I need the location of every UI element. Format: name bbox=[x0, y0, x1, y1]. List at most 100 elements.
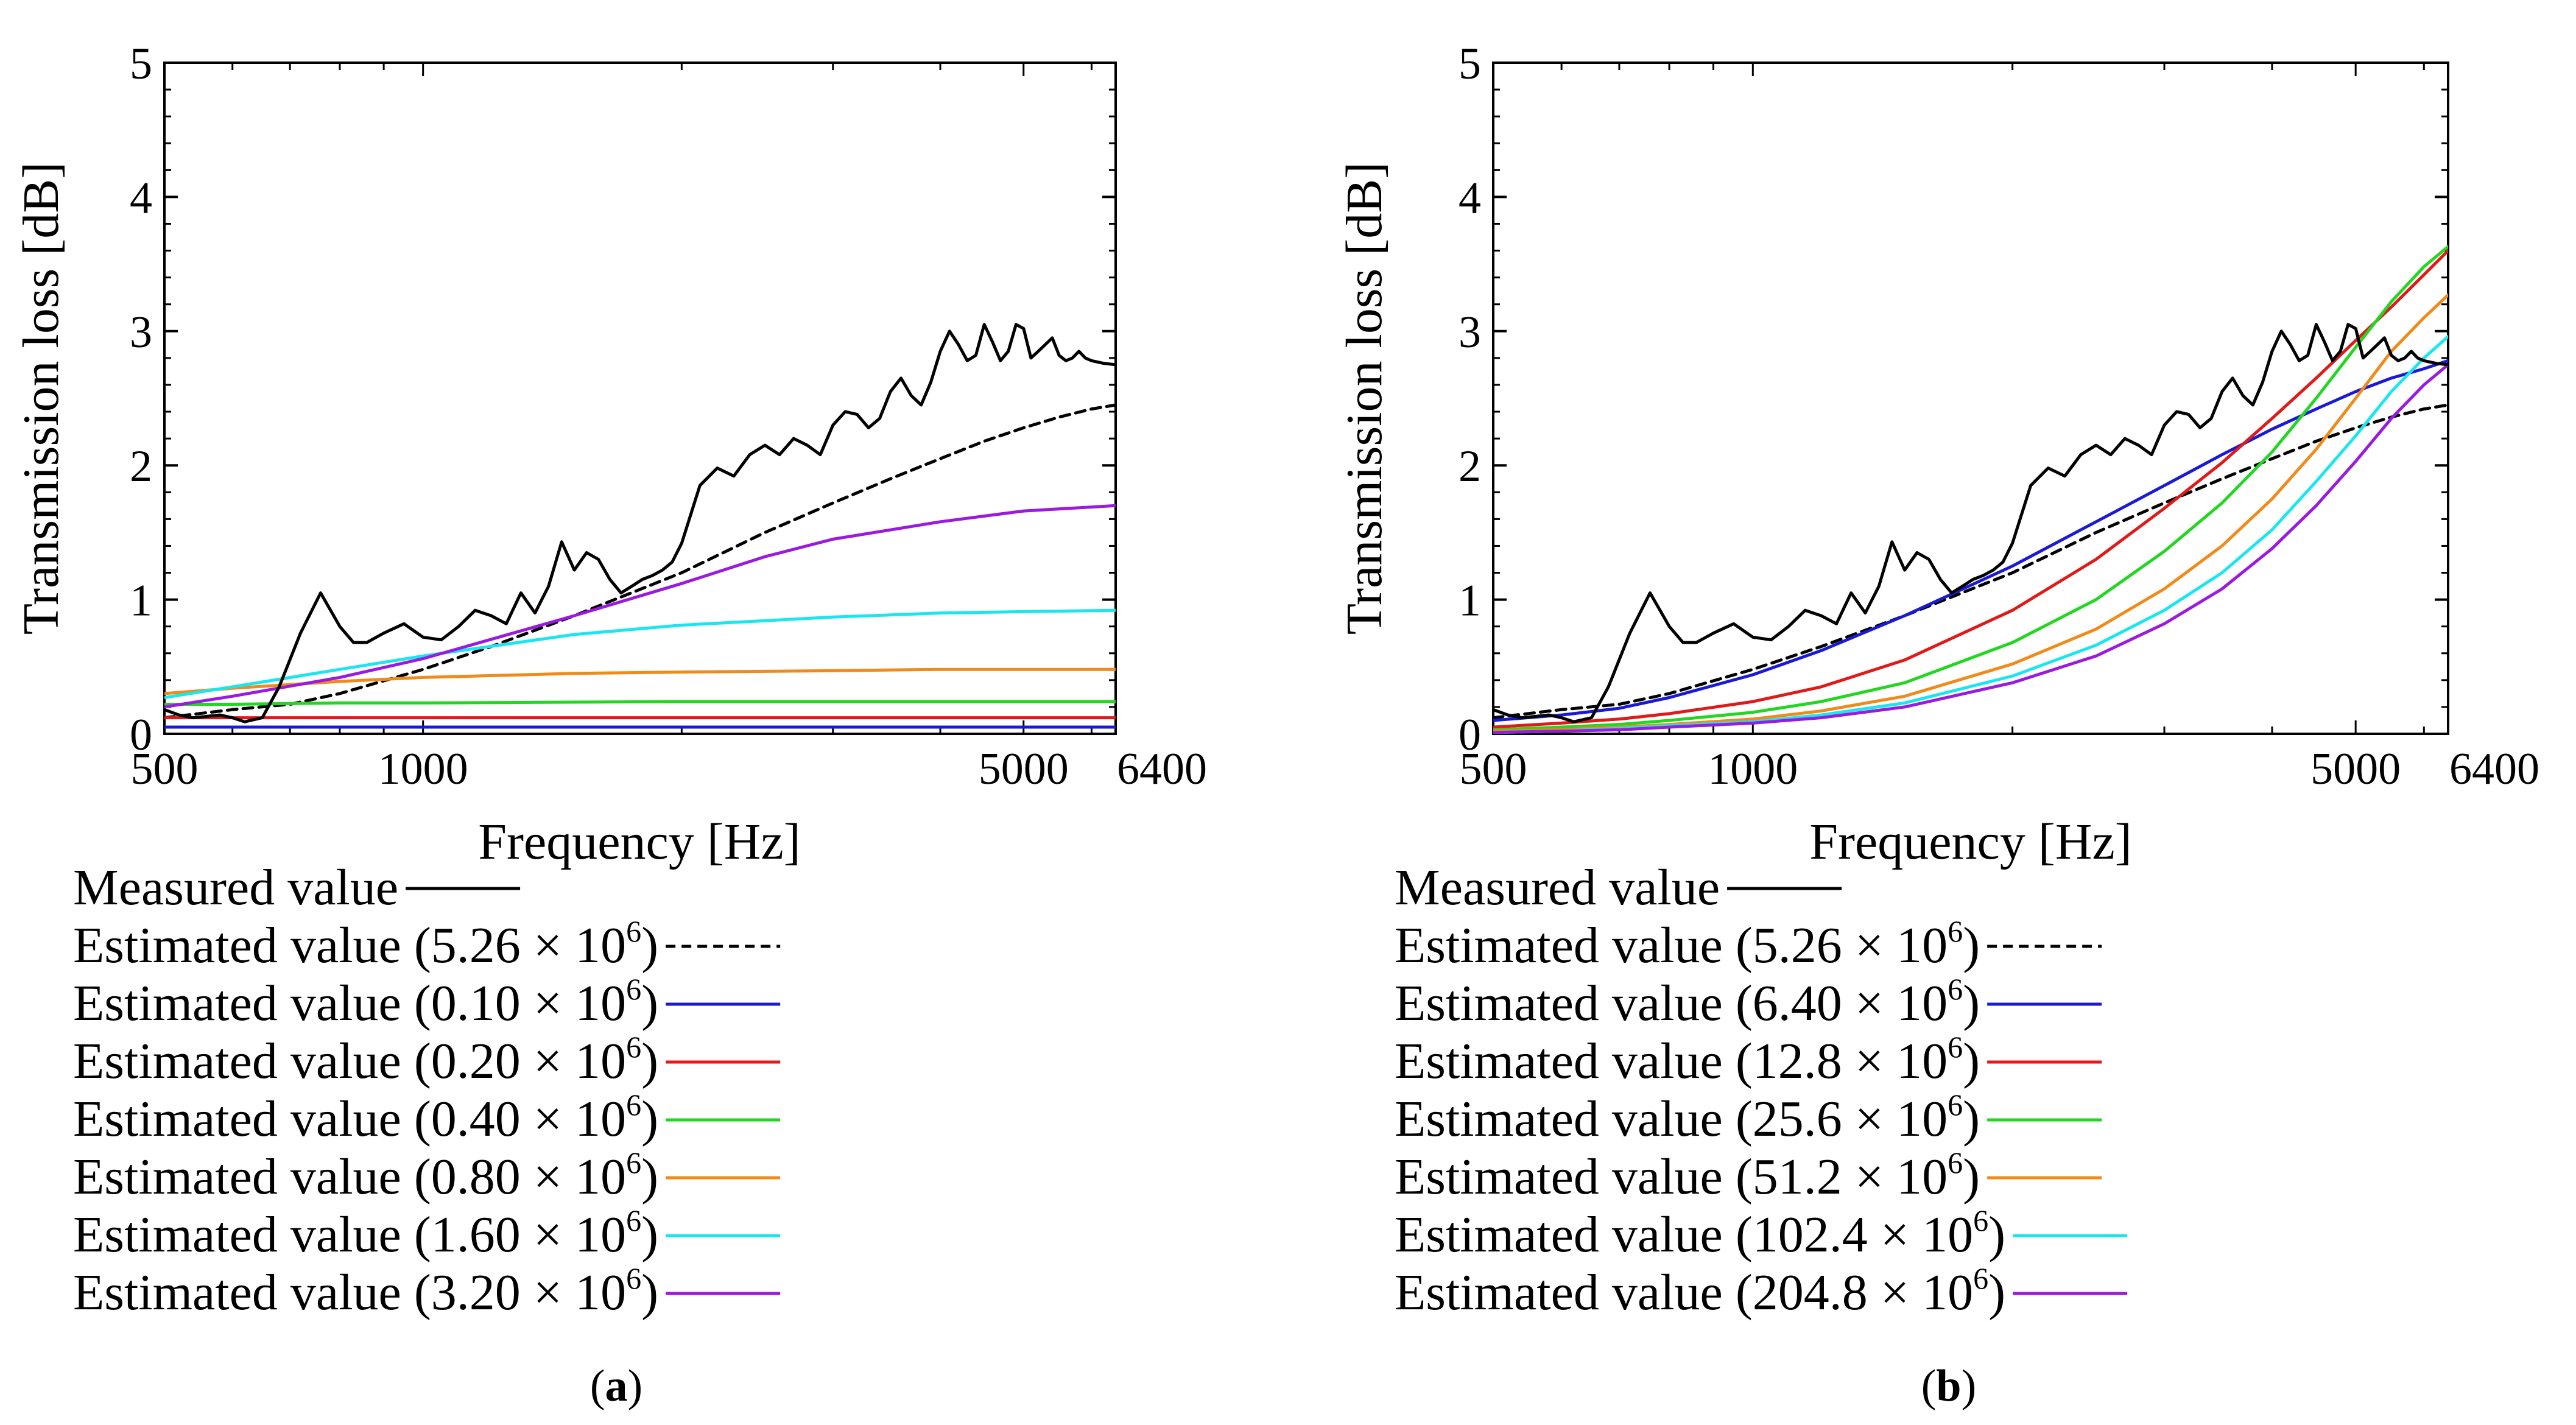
series-line-0.40 bbox=[164, 700, 1116, 706]
legend-coefficient: 5.26 bbox=[1753, 917, 1842, 974]
plot-frame bbox=[163, 62, 1117, 735]
y-tick-label: 2 bbox=[1459, 442, 1481, 491]
legend-prefix: Estimated value ( bbox=[73, 975, 431, 1032]
legend-close: ) bbox=[1963, 975, 1980, 1032]
series-line-51.2 bbox=[1493, 293, 2448, 733]
legend-prefix: Estimated value ( bbox=[1395, 1264, 1753, 1321]
legend-close: ) bbox=[1963, 1091, 1980, 1147]
series-line-12.8 bbox=[1493, 249, 2448, 729]
caption-open: ( bbox=[1921, 1361, 1937, 1411]
legend-close: ) bbox=[641, 1149, 658, 1205]
plot-area bbox=[164, 323, 1116, 729]
legend-label: Estimated value (51.2 × 106) bbox=[1395, 1145, 1980, 1205]
series-line-0.80 bbox=[164, 667, 1116, 695]
legend-times: × 10 bbox=[1842, 1033, 1948, 1089]
legend-times: × 10 bbox=[1842, 1149, 1948, 1205]
y-tick-label: 0 bbox=[1459, 710, 1481, 760]
legend-close: ) bbox=[641, 917, 658, 974]
y-tick-label: 3 bbox=[130, 308, 152, 357]
legend-times: × 10 bbox=[521, 1206, 626, 1263]
legend-exponent: 6 bbox=[626, 1203, 641, 1237]
legend-exponent: 6 bbox=[626, 1145, 641, 1180]
legend-exponent: 6 bbox=[1948, 1030, 1963, 1064]
legend-prefix: Estimated value ( bbox=[1395, 1149, 1753, 1205]
series-line-5.26 bbox=[1493, 403, 2448, 720]
x-tick-label: 6400 bbox=[2449, 744, 2539, 794]
legend-exponent: 6 bbox=[1948, 1145, 1963, 1180]
panel-caption: (a) bbox=[590, 1361, 642, 1411]
legend-exponent: 6 bbox=[1948, 914, 1963, 948]
legend-exponent: 6 bbox=[1973, 1261, 1988, 1295]
series-line-1.60 bbox=[164, 608, 1116, 699]
legend-coefficient: 204.8 bbox=[1753, 1264, 1868, 1321]
legend-times: × 10 bbox=[521, 1033, 626, 1089]
legend-prefix: Estimated value ( bbox=[73, 917, 431, 974]
legend-label: Estimated value (12.8 × 106) bbox=[1395, 1030, 1980, 1089]
x-tick-label: 500 bbox=[131, 744, 199, 794]
x-tick-label: 1000 bbox=[1708, 744, 1798, 794]
legend-label: Estimated value (0.10 × 106) bbox=[73, 972, 658, 1032]
legend-label: Estimated value (25.6 × 106) bbox=[1395, 1088, 1980, 1147]
panel-caption: (b) bbox=[1921, 1361, 1976, 1411]
y-axis-label: Transmission loss [dB] bbox=[1336, 162, 1393, 635]
legend-exponent: 6 bbox=[1973, 1203, 1988, 1237]
legend-close: ) bbox=[1988, 1264, 2005, 1321]
measured-line bbox=[1493, 323, 2448, 723]
legend-times: × 10 bbox=[521, 1091, 626, 1147]
y-tick-label: 4 bbox=[1459, 173, 1481, 223]
legend-coefficient: 102.4 bbox=[1753, 1206, 1868, 1263]
caption-open: ( bbox=[590, 1361, 605, 1411]
y-tick-label: 5 bbox=[130, 39, 152, 89]
legend-coefficient: 3.20 bbox=[431, 1264, 521, 1321]
legend-coefficient: 0.80 bbox=[431, 1149, 521, 1205]
panel-b: 0 1 2 3 4 5 500 1000 5000 6400 Frequency [Hz] Trans… bbox=[1336, 39, 2539, 1411]
legend-coefficient: 0.20 bbox=[431, 1033, 521, 1089]
plot-frame bbox=[1492, 62, 2449, 735]
x-tick-label: 6400 bbox=[1117, 744, 1207, 794]
legend-close: ) bbox=[1963, 917, 1980, 974]
legend-label: Estimated value (0.80 × 106) bbox=[73, 1145, 658, 1205]
legend-close: ) bbox=[1988, 1206, 2005, 1263]
legend-coefficient: 6.40 bbox=[1753, 975, 1842, 1032]
legend-prefix: Estimated value ( bbox=[73, 1206, 431, 1263]
legend-coefficient: 5.26 bbox=[431, 917, 521, 974]
legend-times: × 10 bbox=[521, 975, 626, 1032]
legend-label: Estimated value (5.26 × 106) bbox=[1395, 914, 1980, 974]
legend-exponent: 6 bbox=[626, 1088, 641, 1122]
caption-letter: a bbox=[605, 1361, 628, 1411]
legend-exponent: 6 bbox=[626, 914, 641, 948]
series-line-102.4 bbox=[1493, 335, 2448, 734]
legend-label-measured: Measured value bbox=[73, 859, 398, 916]
legend-coefficient: 1.60 bbox=[431, 1206, 521, 1263]
legend-prefix: Estimated value ( bbox=[1395, 917, 1753, 974]
legend-times: × 10 bbox=[1842, 975, 1948, 1032]
caption-close: ) bbox=[1962, 1361, 1977, 1411]
y-tick-label: 3 bbox=[1459, 308, 1481, 357]
x-axis-label: Frequency [Hz] bbox=[478, 814, 800, 870]
x-axis-label: Frequency [Hz] bbox=[1809, 814, 2131, 870]
legend-coefficient: 0.10 bbox=[431, 975, 521, 1032]
series-line-5.26 bbox=[164, 403, 1116, 720]
caption-letter: b bbox=[1936, 1361, 1961, 1411]
legend-coefficient: 12.8 bbox=[1753, 1033, 1842, 1089]
legend-times: × 10 bbox=[1842, 917, 1948, 974]
y-tick-label: 4 bbox=[130, 173, 152, 223]
legend-prefix: Estimated value ( bbox=[1395, 975, 1753, 1032]
legend-times: × 10 bbox=[521, 1264, 626, 1321]
legend-prefix: Estimated value ( bbox=[1395, 1206, 1753, 1263]
y-tick-label: 1 bbox=[130, 576, 152, 626]
legend-exponent: 6 bbox=[626, 1030, 641, 1064]
legend-times: × 10 bbox=[1868, 1264, 1973, 1321]
legend-prefix: Estimated value ( bbox=[73, 1033, 431, 1089]
legend-prefix: Estimated value ( bbox=[73, 1149, 431, 1205]
caption-close: ) bbox=[628, 1361, 643, 1411]
series-line-3.20 bbox=[164, 504, 1116, 709]
legend-times: × 10 bbox=[521, 1149, 626, 1205]
panel-a: 0 1 2 3 4 5 500 1000 5000 6400 Frequency [Hz] Trans… bbox=[13, 39, 1207, 1411]
legend-prefix: Estimated value ( bbox=[73, 1264, 431, 1321]
series-line-204.8 bbox=[1493, 363, 2448, 734]
legend-close: ) bbox=[641, 1264, 658, 1321]
x-tick-label: 1000 bbox=[378, 744, 468, 794]
